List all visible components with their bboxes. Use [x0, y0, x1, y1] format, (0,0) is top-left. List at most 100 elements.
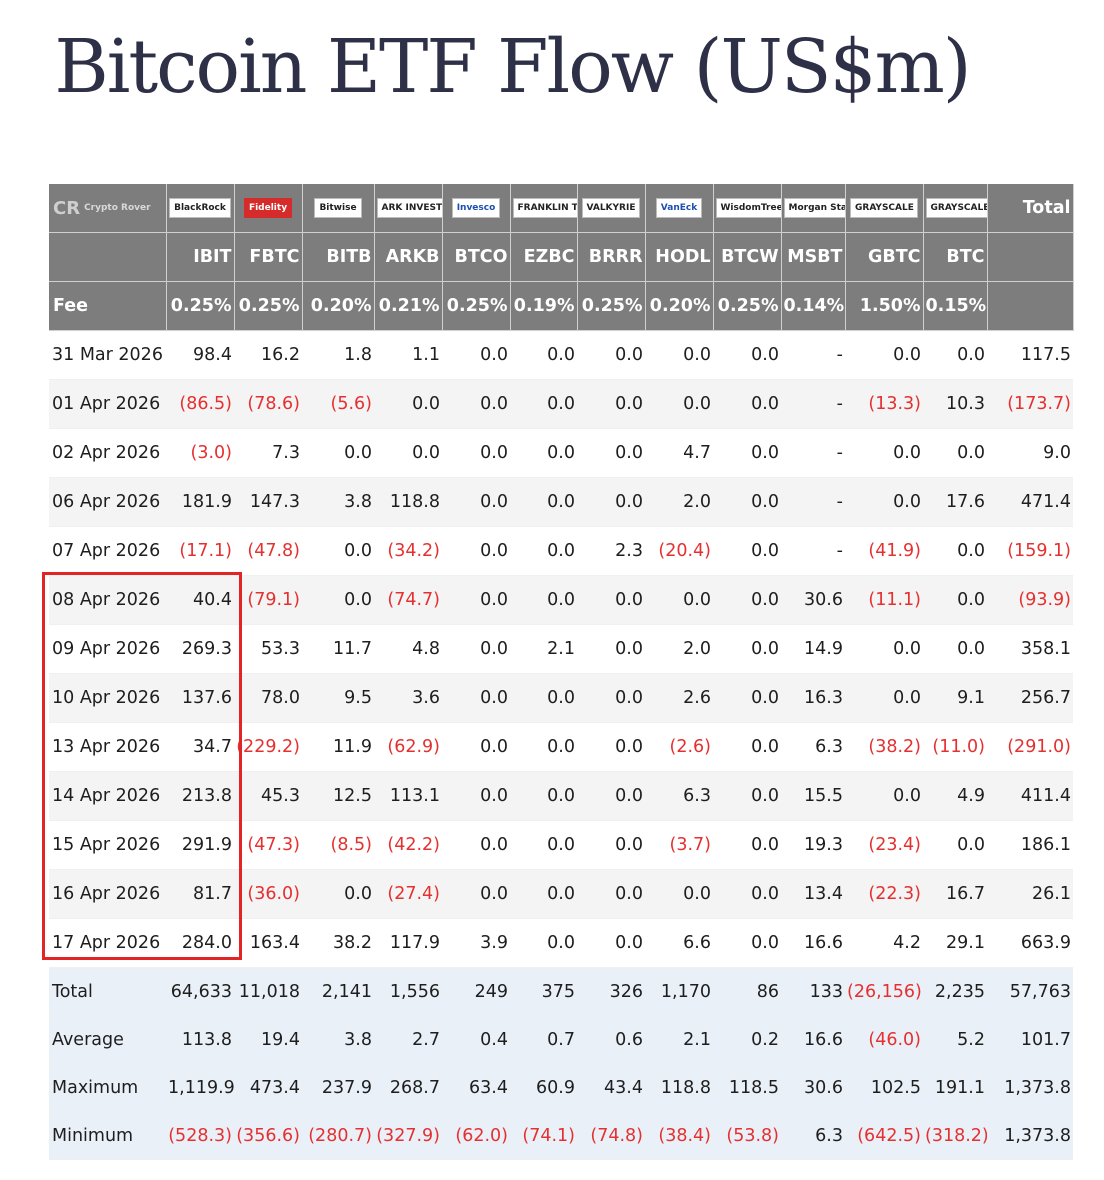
- flow-value: 0.0: [845, 771, 923, 821]
- issuer-logo-cell: Bitwise: [302, 184, 375, 233]
- flow-value: (11.1): [845, 575, 923, 625]
- summary-row: Minimum (528.3) (356.6) (280.7) (327.9) (62.0…: [49, 1112, 1073, 1160]
- summary-value: 64,633: [166, 967, 234, 1016]
- fee-value: 1.50%: [845, 281, 924, 331]
- flow-value: 16.2: [234, 330, 302, 380]
- flow-value: 0.0: [302, 575, 374, 625]
- ticker-row: IBIT FBTC BITB ARKB BTCO EZBC BRRR HODL BTCW MSBT…: [49, 232, 1074, 282]
- summary-value: 118.8: [645, 1064, 713, 1112]
- ticker-header: EZBC: [510, 232, 578, 282]
- summary-value: 3.8: [302, 1016, 374, 1064]
- flow-value: (3.7): [645, 820, 713, 870]
- table-row: 14 Apr 2026 213.8 45.3 12.5 113.1 0.0 0.0 0.0 6.…: [49, 771, 1073, 821]
- flow-value: 0.0: [442, 624, 510, 674]
- flow-value: 16.3: [781, 673, 845, 723]
- row-total: 9.0: [987, 428, 1073, 478]
- crypto-rover-mark: CR: [53, 197, 81, 219]
- flow-value: (27.4): [374, 869, 442, 919]
- issuer-logo-cell: BlackRock: [166, 184, 235, 233]
- flow-value: (86.5): [166, 379, 234, 429]
- flow-value: 0.0: [713, 771, 781, 821]
- flow-value: (38.2): [845, 722, 923, 772]
- flow-value: 3.8: [302, 477, 374, 527]
- flow-value: (23.4): [845, 820, 923, 870]
- ticker-header: HODL: [645, 232, 714, 282]
- flow-value: 15.5: [781, 771, 845, 821]
- flow-value: 0.0: [577, 428, 645, 478]
- row-date: 08 Apr 2026: [49, 575, 166, 625]
- flow-value: 4.2: [845, 918, 923, 968]
- flow-value: 4.9: [923, 771, 987, 821]
- flow-value: 0.0: [442, 820, 510, 870]
- flow-value: 0.0: [302, 526, 374, 576]
- flow-value: 0.0: [442, 477, 510, 527]
- flow-value: 0.0: [713, 722, 781, 772]
- flow-value: 0.0: [645, 869, 713, 919]
- flow-value: 118.8: [374, 477, 442, 527]
- fee-value: 0.25%: [713, 281, 782, 331]
- flow-value: (42.2): [374, 820, 442, 870]
- issuer-logo: Bitwise: [314, 198, 362, 218]
- fee-value: 0.14%: [781, 281, 846, 331]
- flow-value: 0.0: [510, 526, 577, 576]
- summary-value: 113.8: [166, 1016, 234, 1064]
- etf-flow-table: CR Crypto Rover BlackRock Fidelity Bitwise A…: [49, 184, 1074, 1160]
- flow-value: 0.0: [510, 771, 577, 821]
- summary-total: 1,373.8: [987, 1112, 1073, 1160]
- summary-value: 1,556: [374, 967, 442, 1016]
- flow-value: 0.0: [645, 379, 713, 429]
- issuer-logo-cell: Morgan Stanley: [781, 184, 846, 233]
- flow-value: 13.4: [781, 869, 845, 919]
- flow-value: (62.9): [374, 722, 442, 772]
- flow-value: 0.0: [442, 379, 510, 429]
- table-row: 07 Apr 2026 (17.1) (47.8) 0.0 (34.2) 0.0 0.0 2.…: [49, 526, 1073, 576]
- flow-value: 0.0: [510, 820, 577, 870]
- ticker-row-label: [49, 232, 167, 282]
- flow-value: 0.0: [577, 624, 645, 674]
- flow-value: 0.0: [713, 575, 781, 625]
- table-row: 01 Apr 2026 (86.5) (78.6) (5.6) 0.0 0.0 0.0 0.0…: [49, 379, 1073, 429]
- summary-value: 30.6: [781, 1064, 845, 1112]
- ticker-header: MSBT: [781, 232, 846, 282]
- flow-value: 0.0: [302, 428, 374, 478]
- table-row: 02 Apr 2026 (3.0) 7.3 0.0 0.0 0.0 0.0 0.0 4.7 0.0…: [49, 428, 1073, 478]
- flow-value: 4.8: [374, 624, 442, 674]
- flow-value: 291.9: [166, 820, 234, 870]
- issuer-logo-row: CR Crypto Rover BlackRock Fidelity Bitwise A…: [49, 184, 1074, 233]
- summary-total: 57,763: [987, 967, 1073, 1016]
- fee-value: 0.25%: [442, 281, 511, 331]
- issuer-logo-cell: WisdomTree: [713, 184, 782, 233]
- summary-value: 375: [510, 967, 577, 1016]
- flow-value: (3.0): [166, 428, 234, 478]
- summary-value: (528.3): [166, 1112, 234, 1160]
- flow-value: 0.0: [374, 379, 442, 429]
- summary-value: (74.8): [577, 1112, 645, 1160]
- summary-value: 1,170: [645, 967, 713, 1016]
- summary-label: Minimum: [49, 1112, 166, 1160]
- table-row: 15 Apr 2026 291.9 (47.3) (8.5) (42.2) 0.0 0.0 0…: [49, 820, 1073, 870]
- flow-value: (2.6): [645, 722, 713, 772]
- row-total: (291.0): [987, 722, 1073, 772]
- summary-value: 2,235: [923, 967, 987, 1016]
- flow-value: 0.0: [845, 673, 923, 723]
- ticker-header: BTCW: [713, 232, 782, 282]
- summary-value: 2.1: [645, 1016, 713, 1064]
- flow-value: 0.0: [923, 428, 987, 478]
- flow-value: 0.0: [713, 477, 781, 527]
- ticker-header-total: [987, 232, 1074, 282]
- row-total: (93.9): [987, 575, 1073, 625]
- flow-value: 9.1: [923, 673, 987, 723]
- flow-value: 81.7: [166, 869, 234, 919]
- row-total: 117.5: [987, 330, 1073, 380]
- summary-value: 237.9: [302, 1064, 374, 1112]
- summary-row: Total 64,633 11,018 2,141 1,556 249 375 326 1,17…: [49, 967, 1073, 1016]
- flow-value: 0.0: [845, 330, 923, 380]
- summary-row: Maximum 1,119.9 473.4 237.9 268.7 63.4 60.9 43.…: [49, 1064, 1073, 1112]
- flow-value: 6.3: [645, 771, 713, 821]
- flow-value: 0.0: [442, 722, 510, 772]
- summary-value: 0.6: [577, 1016, 645, 1064]
- row-date: 15 Apr 2026: [49, 820, 166, 870]
- flow-value: 0.0: [923, 526, 987, 576]
- fee-value: 0.15%: [923, 281, 988, 331]
- flow-value: 0.0: [510, 330, 577, 380]
